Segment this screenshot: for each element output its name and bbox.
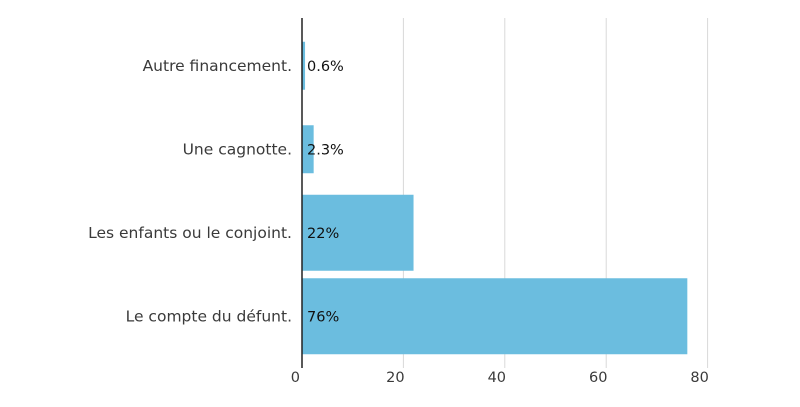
x-tick-label-60: 60 — [589, 370, 607, 386]
data-label-0: 0.6% — [307, 59, 344, 75]
bar-3 — [302, 278, 688, 355]
category-label-1: Une cagnotte. — [183, 140, 292, 158]
data-label-1: 2.3% — [307, 142, 344, 158]
bar-1 — [302, 125, 314, 174]
data-labels: 0.6% 2.3% 22% 76% — [307, 59, 344, 326]
x-tick-label-0: 0 — [291, 370, 300, 386]
category-label-2: Les enfants ou le conjoint. — [88, 224, 292, 242]
bar-2 — [302, 194, 414, 271]
bars — [302, 41, 688, 355]
category-label-3: Le compte du défunt. — [126, 307, 292, 325]
bar-0 — [302, 41, 306, 90]
x-tick-label-80: 80 — [690, 370, 708, 386]
x-tick-label-20: 20 — [386, 370, 404, 386]
x-axis-ticks: 0 20 40 60 80 — [291, 370, 709, 386]
category-label-0: Autre financement. — [143, 57, 292, 75]
data-label-2: 22% — [307, 226, 339, 242]
x-tick-label-40: 40 — [488, 370, 506, 386]
data-label-3: 76% — [307, 309, 339, 325]
category-labels: Autre financement. Une cagnotte. Les enfan… — [88, 57, 292, 326]
